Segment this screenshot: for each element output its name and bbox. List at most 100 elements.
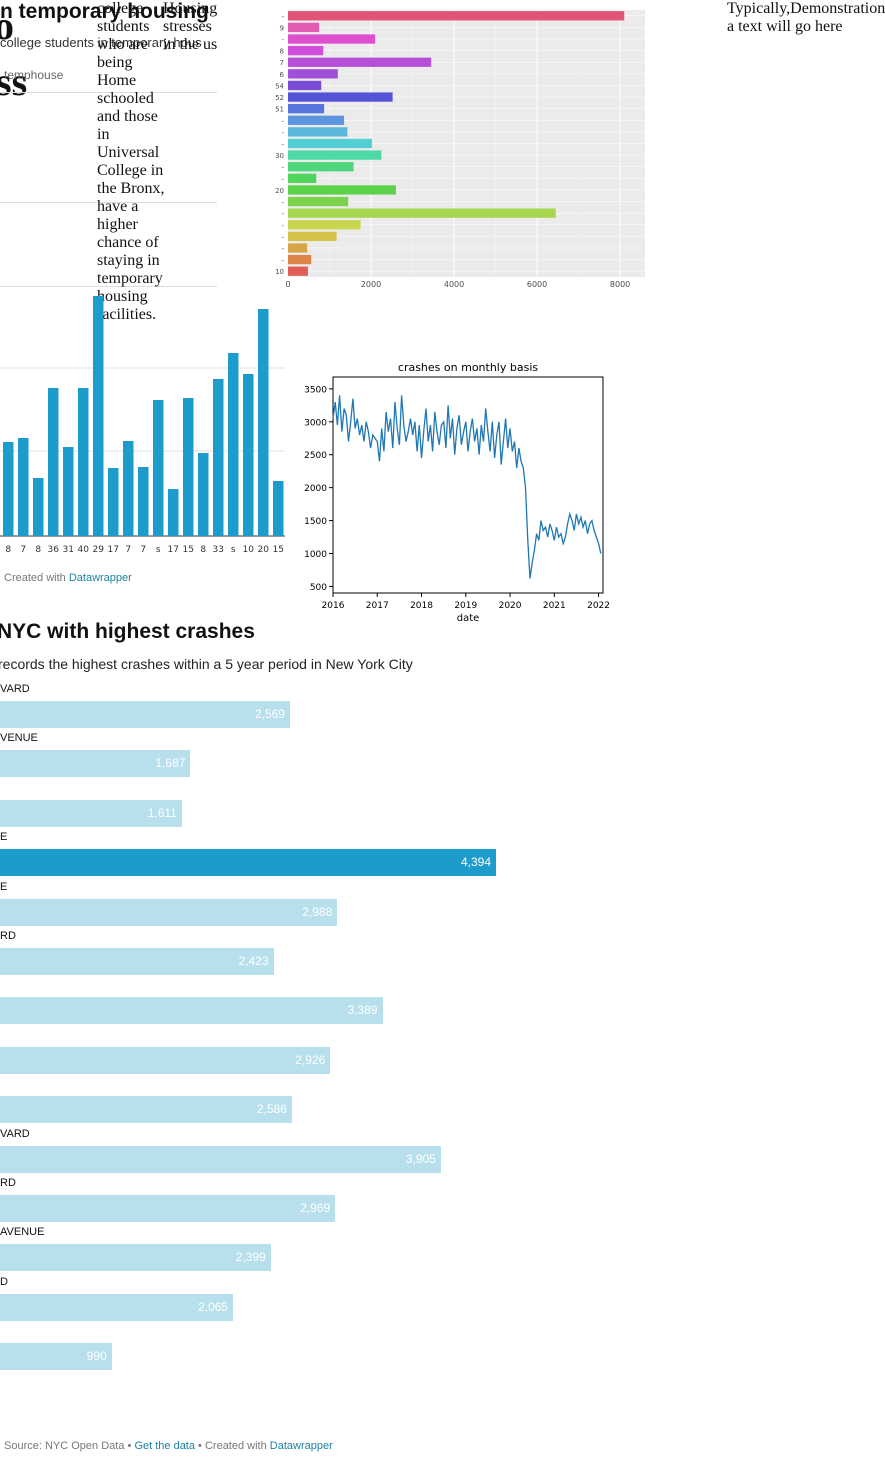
bar	[153, 400, 164, 536]
x-tick-label: 17	[168, 545, 179, 555]
series-line	[332, 395, 602, 579]
bar: 2,399	[0, 1244, 271, 1272]
x-tick-label: 2021	[543, 601, 566, 611]
y-tick-label: 1000	[304, 550, 327, 560]
y-tick-label: 6	[280, 71, 285, 79]
y-tick-label: -	[281, 13, 284, 21]
bar-category-label: RD	[0, 1177, 16, 1189]
bar-category-label: E	[0, 831, 8, 844]
bar	[288, 45, 324, 56]
source-text: Source: NYC Open Data	[4, 1440, 125, 1452]
bar	[288, 11, 625, 21]
x-tick-label: 2017	[366, 601, 389, 611]
y-tick-label: 1500	[304, 517, 327, 527]
x-tick-label: 0	[285, 280, 290, 289]
x-tick-label: 2022	[587, 601, 610, 611]
bar-category-label: E	[0, 880, 8, 893]
bar: 2,065	[0, 1293, 234, 1321]
credit-prefix: Created with	[4, 572, 66, 584]
x-tick-label: 36	[48, 545, 60, 555]
bar	[288, 196, 349, 207]
y-tick-label: 500	[310, 583, 327, 593]
crashes-chart-description: records the highest crashes within a 5 y…	[0, 656, 413, 672]
legend-label: temphouse	[4, 68, 64, 82]
bar	[288, 185, 396, 195]
bar	[213, 379, 224, 536]
x-tick-label: s	[231, 545, 236, 555]
bar-category-label: VENUE	[0, 732, 38, 745]
separator: •	[198, 1440, 202, 1452]
y-tick-label: 3500	[304, 385, 327, 395]
bar-value-label: 4,394	[460, 855, 491, 870]
cropped-heading-glyph: o	[0, 3, 14, 48]
bar-value-label: 2,988	[302, 904, 333, 919]
x-axis-label: date	[457, 613, 480, 624]
y-tick-label: -	[281, 117, 284, 125]
bar	[288, 173, 317, 183]
get-data-link[interactable]: Get the data	[134, 1440, 195, 1452]
bar-category-label: RD	[0, 930, 16, 942]
datawrapper-link[interactable]: Datawrapper	[68, 572, 132, 584]
x-tick-label: 7	[20, 545, 26, 555]
y-tick-label: 54	[275, 82, 284, 90]
x-tick-label: 8	[200, 545, 206, 555]
bar: 990	[0, 1343, 112, 1371]
text-column-2: Housing stresses in the us	[163, 0, 218, 53]
x-tick-label: 17	[108, 545, 119, 555]
bar: 2,988	[0, 898, 338, 926]
y-tick-label: -	[281, 164, 284, 172]
bar-value-label: 3,389	[347, 1003, 378, 1018]
x-tick-label: 8000	[610, 280, 630, 289]
bar	[288, 69, 338, 79]
bar-category-label: AVENUE	[0, 1226, 45, 1239]
bar	[288, 104, 325, 114]
chart-subtitle-fragment: college students in temporary hous	[0, 35, 202, 50]
created-with-text: Created with	[204, 1440, 267, 1452]
bar	[288, 243, 308, 253]
y-tick-label: -	[281, 210, 284, 218]
y-tick-label: 2500	[304, 451, 327, 461]
bar	[288, 138, 372, 149]
bar-value-label: 2,065	[198, 1299, 229, 1314]
y-tick-label: -	[281, 36, 284, 44]
bar-value-label: 2,423	[238, 954, 269, 968]
y-tick-label: 52	[275, 94, 284, 102]
y-tick-label: -	[281, 129, 284, 137]
y-tick-label: -	[281, 141, 284, 149]
y-tick-label: 20	[275, 187, 284, 195]
x-tick-label: s	[156, 545, 161, 555]
bar	[183, 398, 194, 536]
plot-frame	[332, 376, 604, 594]
bar	[93, 296, 104, 536]
bar	[288, 266, 308, 276]
bar: 2,423	[0, 948, 274, 975]
bar	[288, 220, 361, 230]
y-tick-label: -	[281, 233, 284, 241]
x-tick-label: 15	[273, 545, 284, 555]
bar: 3,905	[0, 1145, 441, 1173]
bar: 2,926	[0, 1046, 331, 1074]
y-tick-label: -	[281, 199, 284, 207]
x-tick-label: 2020	[499, 601, 522, 611]
datawrapper-footer-link[interactable]: Datawrapper	[269, 1440, 333, 1452]
table-divider	[0, 202, 217, 203]
bar	[288, 57, 432, 67]
bar-value-label: 1,687	[155, 756, 186, 771]
x-tick-label: 2018	[410, 601, 433, 611]
line-chart-monthly-crashes: crashes on monthly basis 500 1000 1500 2000 2…	[304, 361, 610, 624]
bar-value-label: 2,399	[235, 1250, 266, 1265]
bar	[18, 438, 29, 536]
text-column-3: Typically,Demonstration a text will go h…	[727, 0, 885, 35]
bar-category-label: VARD	[0, 1127, 30, 1140]
cropped-heading-glyph-2: ss	[0, 59, 28, 104]
y-tick-label: -	[281, 245, 284, 253]
bar	[228, 353, 239, 536]
bar	[288, 208, 556, 218]
credit-line: Created with Datawrapper	[4, 572, 132, 584]
bar	[48, 388, 59, 536]
y-tick-label: 7	[280, 59, 284, 67]
y-tick-label: 30	[275, 152, 284, 160]
crashes-bar-chart: VARD 2,569 VENUE 1,687 1,611 E 4,394 E 2,988 RD 2,…	[0, 680, 885, 1380]
y-tick-label: 10	[275, 268, 284, 276]
x-tick-label: 8	[35, 545, 41, 555]
